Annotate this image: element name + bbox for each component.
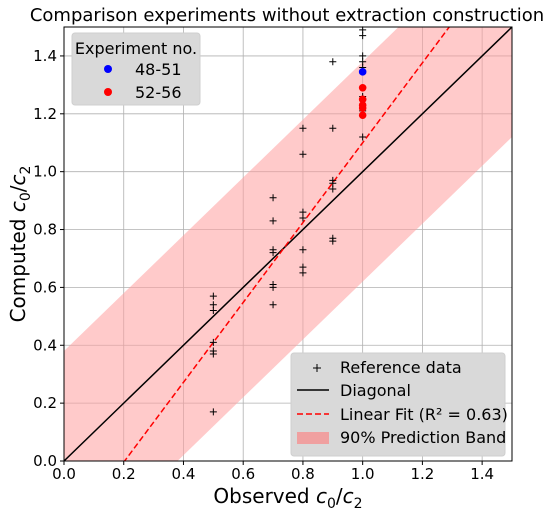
- experiment-point-52-56: [358, 95, 367, 104]
- x-tick-label: 1.4: [470, 465, 494, 483]
- legend-red-marker: [104, 88, 112, 96]
- y-tick-label: 1.2: [33, 105, 57, 123]
- chart-title: Comparison experiments without extractio…: [30, 5, 544, 26]
- plot-frame: [63, 26, 513, 462]
- axis-ticks: 0.0 0.2 0.4 0.6 0.8 1.0 1.2 1.4 0.0 0.2 0.4 0.6 0.8 1…: [33, 47, 494, 483]
- reference-point: [329, 185, 337, 193]
- point-layer: [209, 26, 367, 416]
- x-tick-label: 1.0: [351, 465, 375, 483]
- reference-point: [269, 283, 277, 291]
- y-tick-label: 0.4: [33, 336, 57, 354]
- legend-series: Reference data Diagonal Linear Fit (R² =…: [290, 352, 508, 457]
- y-tick-label: 1.4: [33, 47, 57, 65]
- reference-point: [359, 133, 367, 141]
- x-tick-label: 0.0: [52, 465, 76, 483]
- experiment-point-52-56: [358, 111, 367, 120]
- reference-point: [299, 214, 307, 222]
- line-layer: [64, 27, 512, 461]
- legend-experiment-box: [71, 32, 201, 106]
- legend-entry-band: 90% Prediction Band: [340, 428, 506, 447]
- reference-point: [299, 246, 307, 254]
- y-tick-label: 0.6: [33, 278, 57, 296]
- reference-point: [209, 307, 217, 315]
- reference-point: [209, 408, 217, 416]
- reference-point: [269, 301, 277, 309]
- diagonal-line: [64, 27, 512, 461]
- legend-entry-48-51: 48-51: [135, 60, 182, 79]
- x-tick-label: 0.4: [172, 465, 196, 483]
- reference-point: [299, 269, 307, 277]
- reference-point: [359, 32, 367, 40]
- y-axis-label: Computed c0/c2: [6, 166, 34, 323]
- reference-point: [209, 292, 217, 300]
- experiment-point-52-56: [358, 104, 367, 112]
- legend-series-box: [290, 352, 506, 457]
- experiment-point-52-56: [358, 83, 367, 92]
- reference-point: [329, 58, 337, 66]
- x-axis-label: Observed c0/c2: [213, 484, 362, 512]
- legend-entry-reference: Reference data: [340, 358, 462, 377]
- legend-entry-diagonal: Diagonal: [340, 381, 411, 400]
- experiment-point-48-51: [358, 68, 367, 76]
- legend-band-swatch: [297, 432, 329, 444]
- reference-point: [329, 237, 337, 245]
- reference-point: [209, 350, 217, 358]
- reference-point: [299, 124, 307, 132]
- reference-point: [269, 217, 277, 225]
- legend-plus-marker: [313, 364, 321, 372]
- reference-point: [329, 124, 337, 132]
- reference-point: [269, 194, 277, 202]
- y-tick-label: 0.2: [33, 394, 57, 412]
- x-tick-label: 0.2: [112, 465, 136, 483]
- legend-blue-marker: [104, 65, 112, 73]
- reference-point: [269, 249, 277, 257]
- legend-experiment: Experiment no. 48-51 52-56: [71, 32, 201, 106]
- linear-fit-line: [123, 27, 451, 461]
- x-tick-label: 1.2: [410, 465, 434, 483]
- legend-entry-52-56: 52-56: [135, 83, 182, 102]
- y-tick-label: 0.0: [33, 452, 57, 470]
- x-tick-label: 0.6: [231, 465, 255, 483]
- x-tick-label: 0.8: [291, 465, 315, 483]
- reference-point: [209, 338, 217, 346]
- legend-entry-fit: Linear Fit (R² = 0.63): [340, 405, 508, 424]
- y-tick-label: 1.0: [33, 163, 57, 181]
- reference-point: [299, 150, 307, 158]
- legend-experiment-title: Experiment no.: [75, 39, 197, 58]
- y-tick-label: 0.8: [33, 221, 57, 239]
